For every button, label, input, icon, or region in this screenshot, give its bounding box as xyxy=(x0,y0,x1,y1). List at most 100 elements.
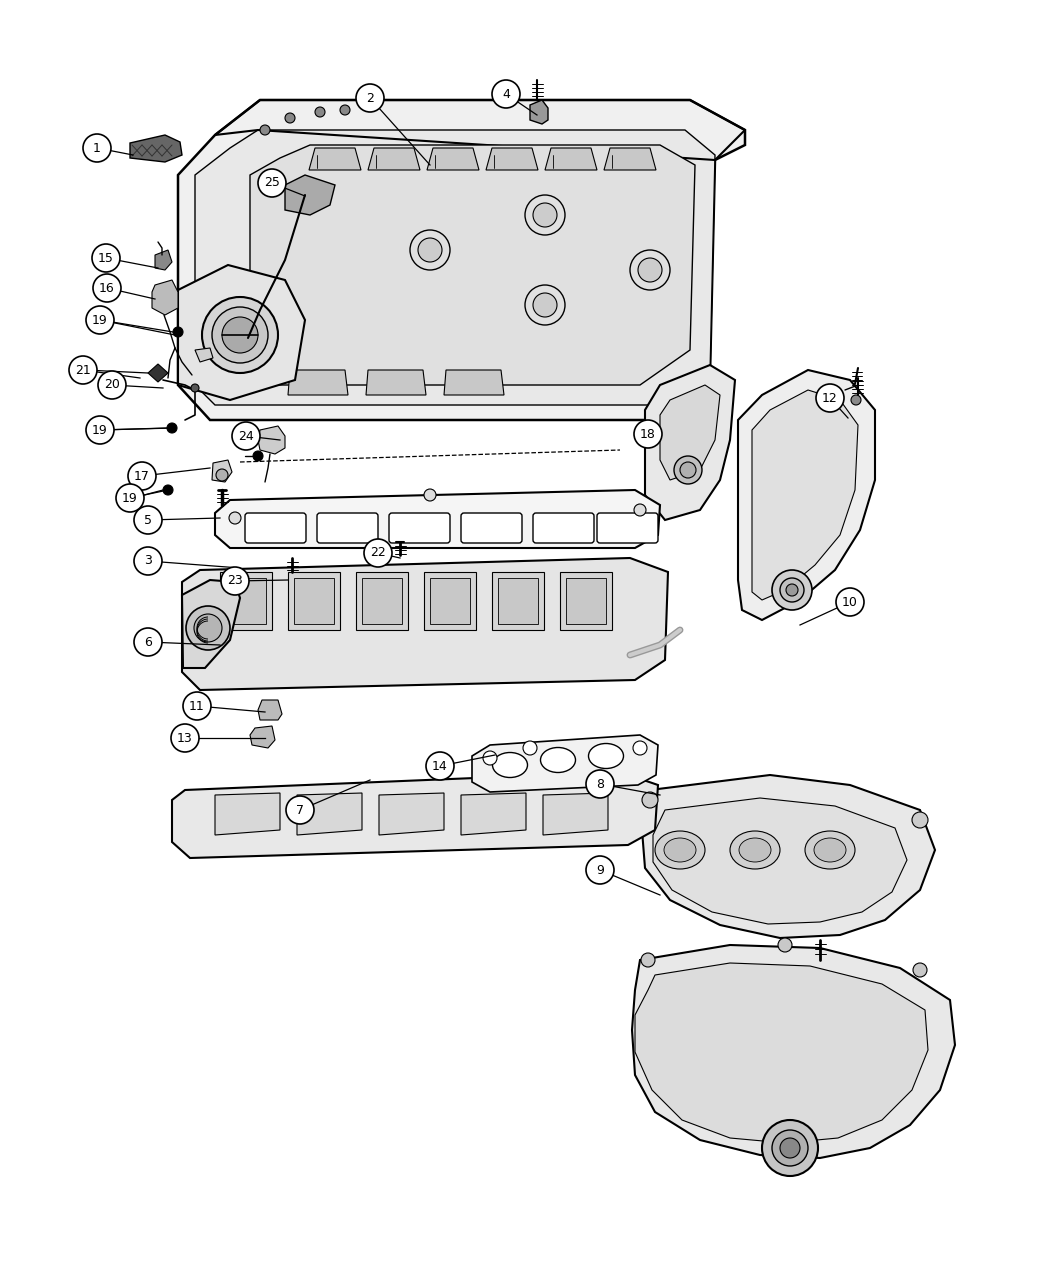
Polygon shape xyxy=(543,793,608,835)
Circle shape xyxy=(816,384,844,412)
Circle shape xyxy=(418,238,442,262)
Circle shape xyxy=(315,107,325,116)
Circle shape xyxy=(780,1138,800,1157)
Circle shape xyxy=(93,274,121,302)
Polygon shape xyxy=(288,370,348,395)
Circle shape xyxy=(83,134,111,162)
Circle shape xyxy=(772,1131,808,1166)
Polygon shape xyxy=(297,793,362,835)
Polygon shape xyxy=(497,578,538,624)
Circle shape xyxy=(134,506,162,535)
Circle shape xyxy=(229,512,241,524)
Polygon shape xyxy=(660,385,720,480)
Polygon shape xyxy=(195,348,213,362)
Polygon shape xyxy=(226,578,266,624)
Circle shape xyxy=(86,416,114,444)
Polygon shape xyxy=(366,370,426,395)
Polygon shape xyxy=(430,578,470,624)
Text: 15: 15 xyxy=(98,252,114,265)
Circle shape xyxy=(586,856,614,884)
Circle shape xyxy=(212,307,268,363)
Polygon shape xyxy=(215,793,280,835)
Text: 20: 20 xyxy=(104,379,120,391)
FancyBboxPatch shape xyxy=(245,513,306,544)
Text: 8: 8 xyxy=(596,778,604,790)
Text: 17: 17 xyxy=(134,469,150,482)
Polygon shape xyxy=(632,945,955,1157)
Circle shape xyxy=(191,384,199,391)
Circle shape xyxy=(638,258,662,281)
Text: 4: 4 xyxy=(502,87,510,101)
Circle shape xyxy=(525,285,565,325)
Polygon shape xyxy=(635,963,928,1143)
Circle shape xyxy=(356,84,384,113)
Polygon shape xyxy=(288,572,340,631)
Text: 19: 19 xyxy=(92,423,108,436)
Circle shape xyxy=(851,395,861,405)
Circle shape xyxy=(128,462,156,490)
Text: 19: 19 xyxy=(92,313,108,326)
Ellipse shape xyxy=(588,743,624,769)
Ellipse shape xyxy=(655,831,705,868)
Circle shape xyxy=(680,462,696,478)
Polygon shape xyxy=(258,700,282,720)
Polygon shape xyxy=(250,145,695,385)
Polygon shape xyxy=(486,148,538,170)
Ellipse shape xyxy=(541,747,575,773)
Circle shape xyxy=(173,327,183,336)
Ellipse shape xyxy=(492,752,527,778)
Circle shape xyxy=(424,489,436,501)
Text: 21: 21 xyxy=(75,363,91,376)
Polygon shape xyxy=(492,572,544,631)
Circle shape xyxy=(253,451,264,460)
FancyBboxPatch shape xyxy=(533,513,594,544)
Circle shape xyxy=(364,538,392,567)
Circle shape xyxy=(183,692,211,720)
Circle shape xyxy=(186,606,230,650)
Polygon shape xyxy=(182,579,240,668)
Circle shape xyxy=(340,105,350,115)
Polygon shape xyxy=(212,460,232,482)
Circle shape xyxy=(633,741,647,755)
Circle shape xyxy=(635,420,662,448)
Text: 19: 19 xyxy=(122,491,138,504)
Circle shape xyxy=(525,194,565,235)
Circle shape xyxy=(586,770,614,798)
Polygon shape xyxy=(560,572,612,631)
Polygon shape xyxy=(545,148,597,170)
Text: 6: 6 xyxy=(144,636,152,648)
Circle shape xyxy=(134,628,162,656)
Polygon shape xyxy=(258,426,285,454)
Ellipse shape xyxy=(739,838,770,862)
Polygon shape xyxy=(461,793,526,835)
Text: 14: 14 xyxy=(432,760,448,773)
Text: 5: 5 xyxy=(144,513,152,527)
FancyBboxPatch shape xyxy=(317,513,378,544)
Text: 11: 11 xyxy=(189,700,204,712)
Circle shape xyxy=(258,169,286,197)
Polygon shape xyxy=(642,775,935,938)
Circle shape xyxy=(221,567,249,595)
Polygon shape xyxy=(294,578,334,624)
Polygon shape xyxy=(444,370,504,395)
Circle shape xyxy=(641,953,655,967)
Circle shape xyxy=(630,249,670,290)
Polygon shape xyxy=(152,280,178,315)
Circle shape xyxy=(86,306,114,334)
Text: 24: 24 xyxy=(238,430,254,443)
Polygon shape xyxy=(155,249,172,270)
Circle shape xyxy=(92,244,120,272)
Text: 12: 12 xyxy=(822,391,838,404)
Text: 25: 25 xyxy=(265,177,280,189)
Ellipse shape xyxy=(805,831,855,868)
Circle shape xyxy=(762,1120,818,1175)
Polygon shape xyxy=(195,130,715,405)
Circle shape xyxy=(483,751,497,765)
Text: 13: 13 xyxy=(177,732,193,744)
Polygon shape xyxy=(285,175,335,215)
Polygon shape xyxy=(566,578,606,624)
Circle shape xyxy=(116,483,144,512)
Text: 3: 3 xyxy=(144,555,152,568)
Circle shape xyxy=(232,422,260,450)
Ellipse shape xyxy=(730,831,780,868)
